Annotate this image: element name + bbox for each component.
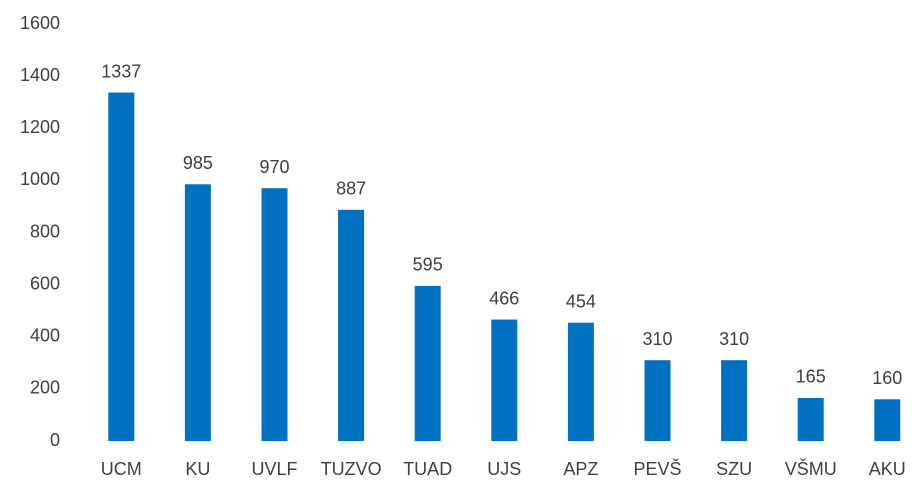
x-tick-label: PEVŠ [633,458,681,479]
bar [797,397,824,441]
bar [338,209,365,441]
value-label: 595 [413,255,443,275]
value-label: 165 [796,367,826,387]
x-tick-label: SZU [716,459,752,479]
value-label: 310 [719,329,749,349]
y-tick-label: 400 [30,326,60,346]
value-label: 887 [336,179,366,199]
y-tick-label: 200 [30,378,60,398]
y-tick-label: 600 [30,273,60,293]
x-tick-label: UJS [487,459,521,479]
bar [874,399,901,441]
value-label: 1337 [101,61,141,81]
x-tick-label: KU [185,459,210,479]
x-tick-label: UVLF [251,459,297,479]
x-tick-label: VŠMU [785,458,837,479]
y-tick-label: 800 [30,221,60,241]
y-tick-label: 1400 [20,65,60,85]
bar [567,322,594,441]
bar [108,92,135,441]
bar [491,319,518,441]
value-label: 160 [872,368,902,388]
bar [261,188,288,441]
value-label: 454 [566,291,596,311]
x-tick-label: TUAD [403,459,452,479]
x-tick-label: APZ [563,459,598,479]
y-tick-label: 0 [50,430,60,450]
value-label: 970 [259,157,289,177]
bar [414,285,441,441]
y-tick-label: 1200 [20,117,60,137]
value-label: 985 [183,153,213,173]
y-tick-label: 1600 [20,13,60,33]
bar [184,184,211,442]
bar [644,360,671,441]
x-tick-label: AKU [869,459,906,479]
x-tick-label: UCM [101,459,142,479]
bar [721,360,748,441]
x-tick-label: TUZVO [321,459,382,479]
value-label: 466 [489,288,519,308]
value-label: 310 [642,329,672,349]
y-tick-label: 1000 [20,169,60,189]
